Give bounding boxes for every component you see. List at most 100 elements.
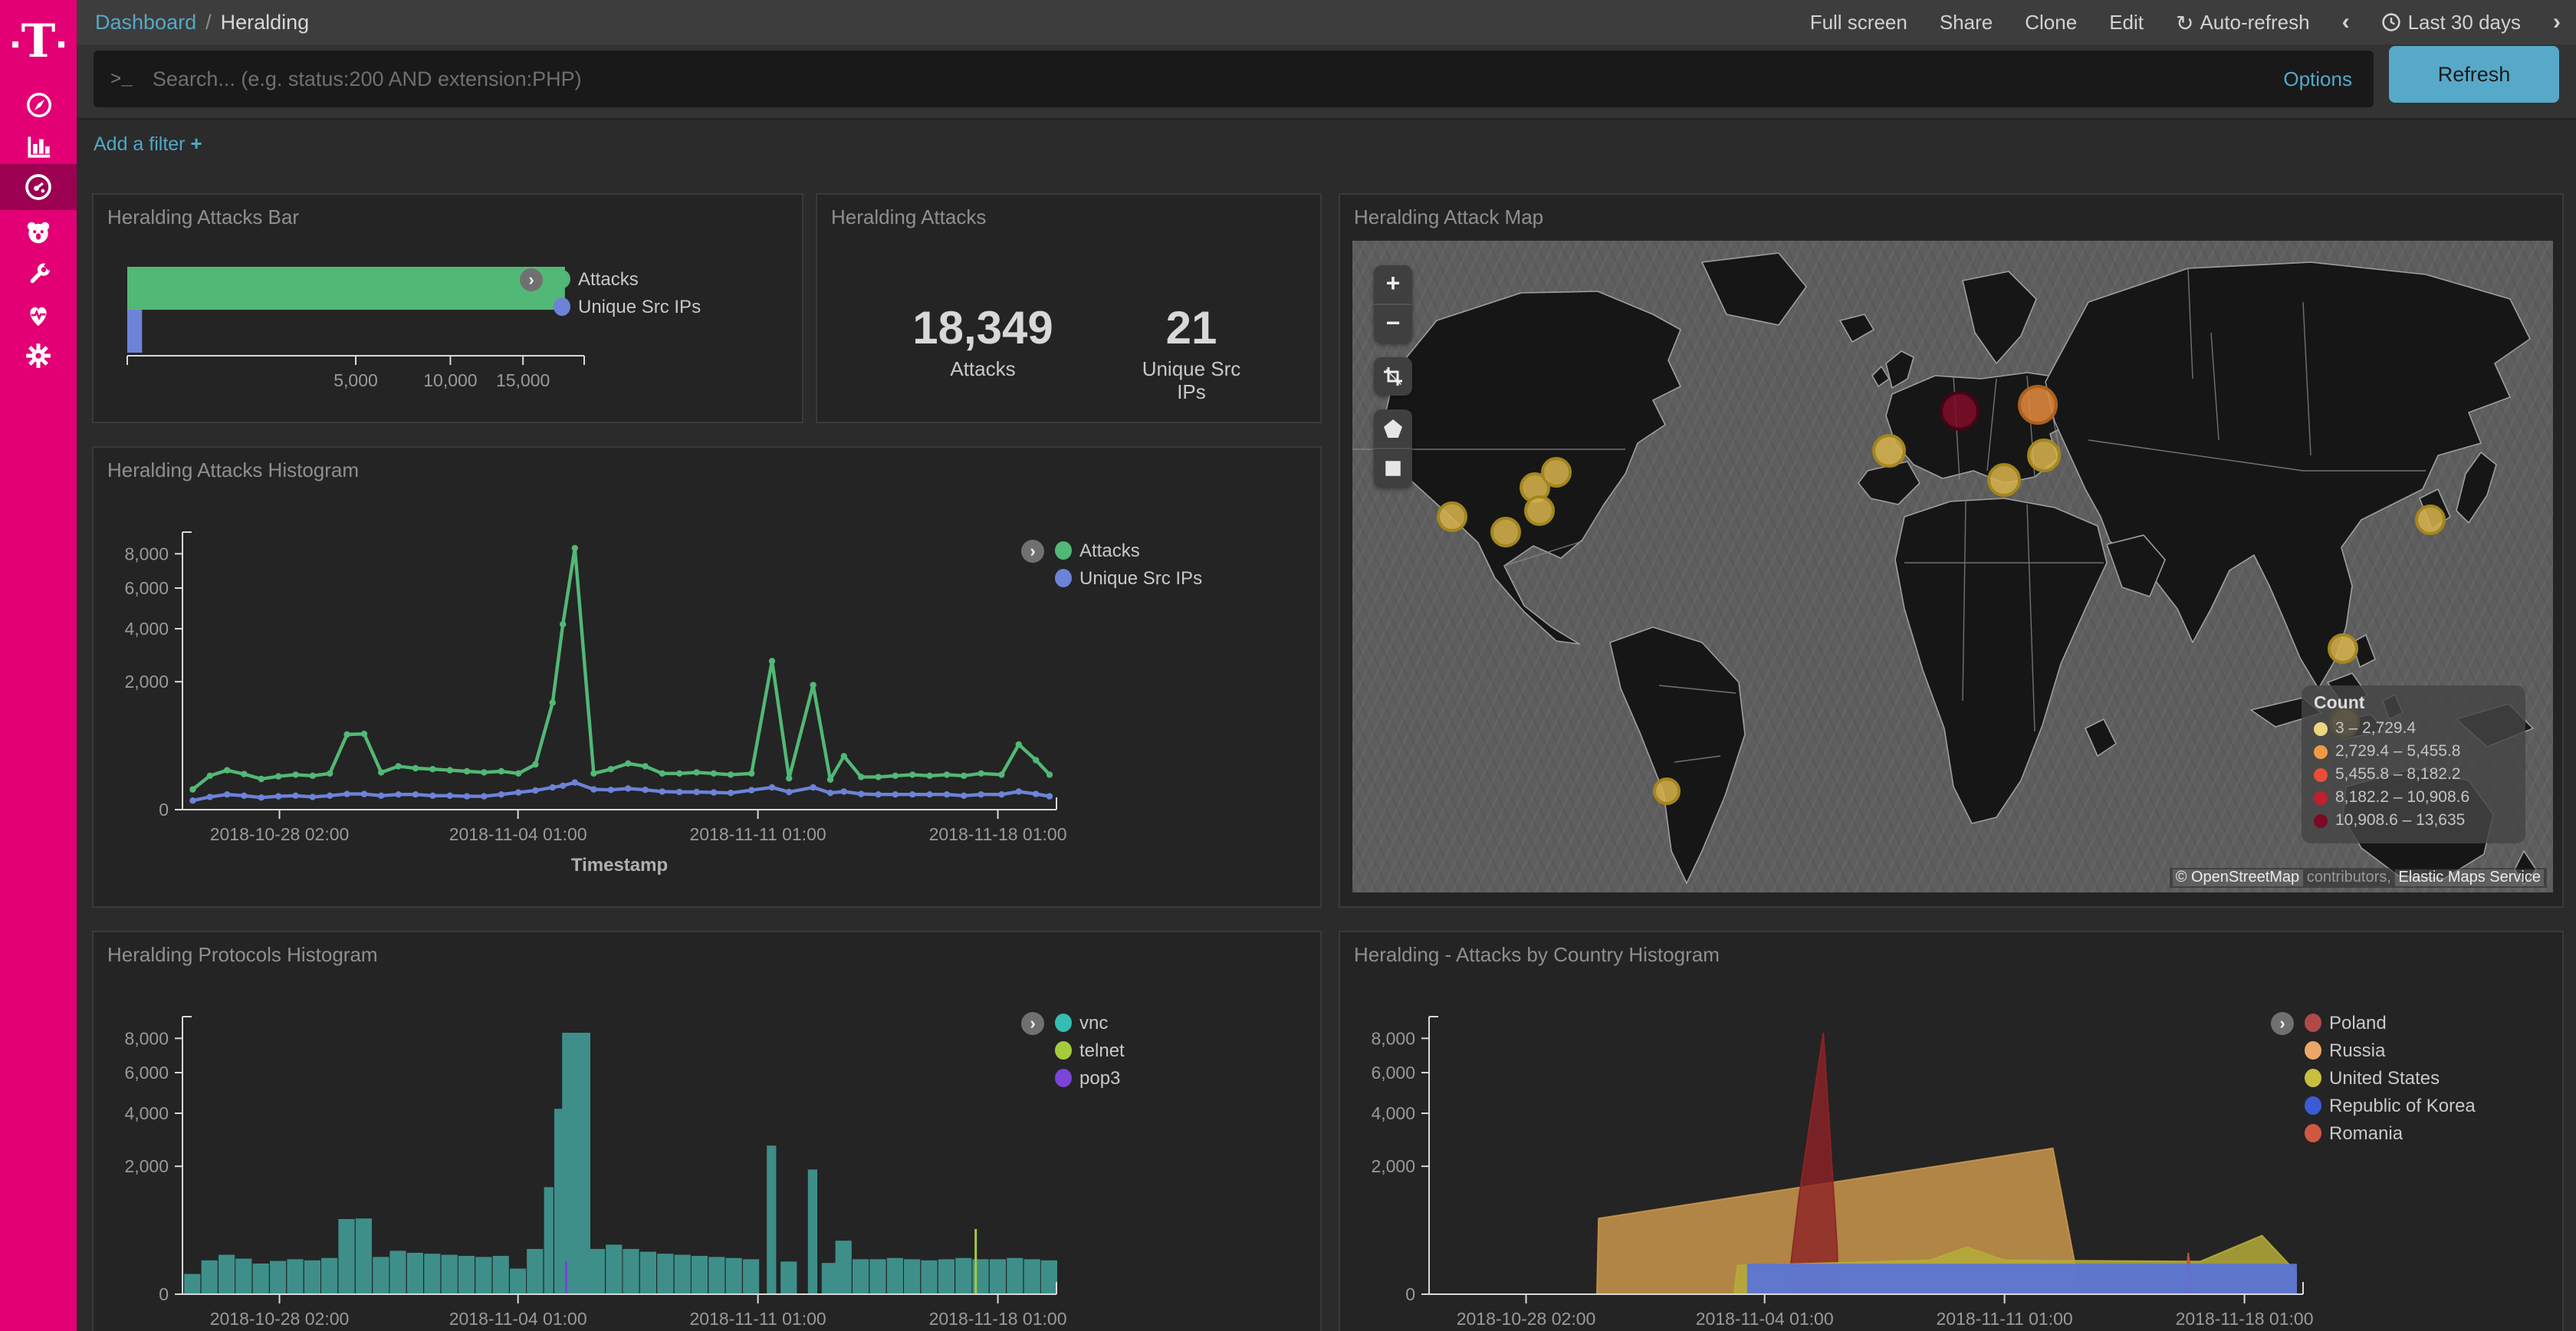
legend-label: 10,908.6 – 13,635 [2335, 811, 2466, 830]
legend-item[interactable]: Attacks [554, 268, 814, 290]
map-legend-item[interactable]: 10,908.6 – 13,635 [2314, 811, 2513, 830]
plus-icon: + [190, 132, 202, 155]
legend-color-dot [2305, 1014, 2321, 1032]
sidebar-item-dev-tools[interactable] [0, 251, 77, 294]
legend-item[interactable]: Republic of Korea [2305, 1095, 2565, 1116]
time-forward-chevron-icon[interactable]: › [2553, 9, 2561, 35]
legend-color-dot [1055, 1041, 1072, 1060]
full-screen-button[interactable]: Full screen [1809, 11, 1907, 34]
svg-text:2018-11-11 01:00: 2018-11-11 01:00 [1937, 1309, 2073, 1329]
legend-collapse-icon[interactable]: › [1021, 540, 1044, 563]
telekom-logo-icon[interactable]: T [0, 15, 77, 71]
edit-button[interactable]: Edit [2109, 11, 2144, 34]
legend-item[interactable]: United States [2305, 1067, 2565, 1089]
sidebar-item-bear-app[interactable] [0, 210, 77, 253]
app-sidebar: T [0, 0, 77, 1331]
svg-text:10,000: 10,000 [423, 370, 477, 390]
attack-location-dot[interactable] [2415, 504, 2446, 535]
map-fit-bounds-button[interactable] [1374, 357, 1412, 396]
legend-item[interactable]: Romania [2305, 1122, 2565, 1144]
attacks-bar-chart[interactable]: 5,000 10,000 15,000 [109, 235, 796, 423]
map-zoom-in-button[interactable]: + [1385, 271, 1401, 297]
breadcrumb-dashboard-link[interactable]: Dashboard [95, 11, 197, 34]
map-legend-item[interactable]: 5,455.8 – 8,182.2 [2314, 765, 2513, 784]
map-zoom-out-button[interactable]: − [1374, 304, 1412, 343]
share-button[interactable]: Share [1939, 11, 1993, 34]
svg-text:2018-11-11 01:00: 2018-11-11 01:00 [690, 824, 826, 844]
legend-item[interactable]: Poland [2305, 1012, 2565, 1034]
legend-item[interactable]: telnet [1055, 1040, 1316, 1061]
svg-text:4,000: 4,000 [124, 619, 169, 639]
add-filter-link[interactable]: Add a filter + [94, 132, 202, 155]
clone-button[interactable]: Clone [2025, 11, 2078, 34]
panel-heralding-attacks-bar: Heralding Attacks Bar 5,000 10,000 15,000 … [92, 193, 803, 423]
time-picker-button[interactable]: Last 30 days [2382, 11, 2521, 34]
legend-item[interactable]: Attacks [1055, 540, 1316, 561]
options-link[interactable]: Options [2283, 67, 2352, 90]
attack-location-dot[interactable] [1490, 517, 1521, 547]
search-input[interactable]: >_ Search... (e.g. status:200 AND extens… [94, 51, 2374, 107]
legend-collapse-icon[interactable]: › [1021, 1012, 1044, 1035]
sidebar-item-dashboard[interactable] [0, 164, 77, 210]
attack-location-dot[interactable] [1987, 463, 2021, 497]
legend-color-dot [2314, 744, 2328, 758]
map-draw-rectangle-button[interactable] [1374, 448, 1412, 488]
chart-legend: › Attacks Unique Src IPs [520, 268, 814, 324]
legend-collapse-icon[interactable]: › [2271, 1012, 2294, 1035]
svg-text:2018-11-04 01:00: 2018-11-04 01:00 [449, 824, 587, 844]
legend-item[interactable]: Russia [2305, 1040, 2565, 1061]
legend-item[interactable]: vnc [1055, 1012, 1316, 1034]
map-legend-item[interactable]: 8,182.2 – 10,908.6 [2314, 788, 2513, 807]
legend-color-dot [2314, 790, 2328, 804]
metric-value: 18,349 [912, 304, 1053, 354]
legend-label: Russia [2329, 1040, 2386, 1061]
panel-title: Heralding Attacks Bar [107, 205, 300, 228]
legend-item[interactable]: Unique Src IPs [1055, 567, 1316, 589]
legend-color-dot [1055, 1069, 1072, 1087]
nav-actions: Full screen Share Clone Edit ↻ Auto-refr… [1810, 9, 2561, 35]
attack-location-dot[interactable] [1541, 457, 1572, 488]
attack-location-dot[interactable] [2027, 439, 2061, 472]
panel-title: Heralding Protocols Histogram [107, 943, 378, 966]
attack-location-dot[interactable] [1524, 495, 1555, 526]
sidebar-item-visualize[interactable] [0, 124, 77, 167]
openstreetmap-link[interactable]: © OpenStreetMap [2172, 869, 2303, 886]
legend-color-dot [1055, 541, 1072, 560]
legend-label: Poland [2329, 1012, 2387, 1034]
panel-title: Heralding Attacks [831, 205, 987, 228]
attack-location-dot[interactable] [1437, 501, 1467, 532]
legend-collapse-icon[interactable]: › [520, 268, 543, 291]
svg-text:8,000: 8,000 [124, 544, 169, 564]
map-draw-polygon-button[interactable] [1374, 409, 1412, 448]
sidebar-item-monitoring[interactable] [0, 293, 77, 336]
country-histogram-chart[interactable]: 0 2,000 4,000 6,000 8,000 2018-10-28 02:00 201… [1355, 972, 2551, 1331]
attack-location-dot[interactable] [2018, 385, 2058, 425]
protocols-histogram-chart[interactable]: 0 2,000 4,000 6,000 8,000 2018-10-28 02:00 201… [109, 972, 1305, 1331]
legend-color-dot [554, 270, 570, 288]
attacks-histogram-chart[interactable]: 0 2,000 4,000 6,000 8,000 2018-10-28 02:00 201… [109, 488, 1305, 902]
svg-text:2,000: 2,000 [1371, 1156, 1415, 1176]
svg-text:2,000: 2,000 [124, 672, 169, 692]
attack-map[interactable]: + − Count [1352, 241, 2553, 892]
legend-label: 2,729.4 – 5,455.8 [2335, 742, 2461, 761]
attack-location-dot[interactable] [1940, 391, 1980, 431]
time-back-chevron-icon[interactable]: ‹ [2341, 9, 2350, 35]
legend-item[interactable]: Unique Src IPs [554, 296, 814, 317]
map-legend-item[interactable]: 2,729.4 – 5,455.8 [2314, 742, 2513, 761]
attack-location-dot[interactable] [1872, 434, 1906, 468]
refresh-button[interactable]: Refresh [2389, 46, 2559, 103]
legend-item[interactable]: pop3 [1055, 1067, 1316, 1089]
compass-icon [26, 92, 51, 117]
svg-text:2018-11-04 01:00: 2018-11-04 01:00 [449, 1309, 587, 1329]
map-legend-item[interactable]: 3 – 2,729.4 [2314, 719, 2513, 738]
sidebar-item-management[interactable] [0, 334, 77, 377]
sidebar-item-discover[interactable] [0, 83, 77, 126]
attack-location-dot[interactable] [2328, 633, 2358, 664]
metric-unique-src-ips: 21 Unique Src IPs [1127, 304, 1256, 403]
top-nav-bar: Dashboard / Heralding Full screen Share … [77, 0, 2576, 44]
attack-location-dot[interactable] [1653, 777, 1681, 805]
legend-color-dot [2314, 721, 2328, 735]
auto-refresh-button[interactable]: ↻ Auto-refresh [2176, 10, 2310, 35]
elastic-maps-service-link[interactable]: Elastic Maps Service [2395, 869, 2544, 886]
